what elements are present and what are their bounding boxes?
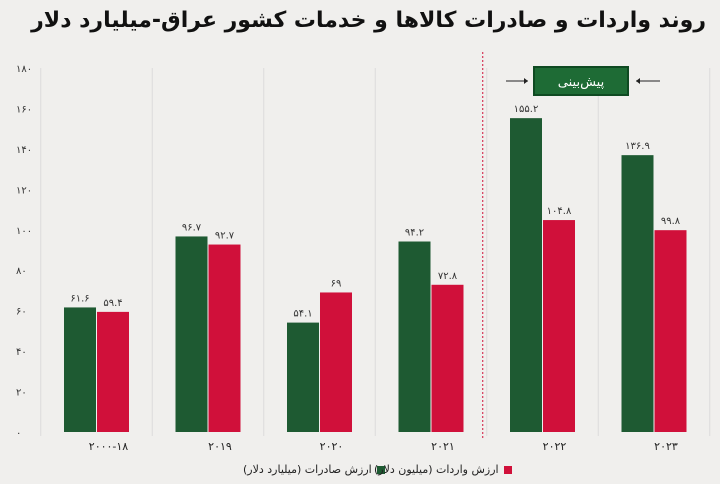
y-tick-label: ۴۰: [16, 347, 27, 358]
arrow-left-icon: [636, 78, 640, 84]
bar-imports: [431, 284, 464, 432]
bar-imports: [654, 230, 687, 432]
data-label: ۹۹.۸: [661, 216, 681, 227]
arrow-right-icon: [524, 78, 528, 84]
x-tick-label: ۲۰۰۰-۱۸: [89, 440, 129, 453]
y-tick-label: ۰: [16, 428, 21, 439]
y-tick-label: ۲۰: [16, 388, 27, 399]
legend-imports: ارزش واردات (میلیون دلار): [374, 463, 512, 476]
legend-imports-swatch: [503, 465, 512, 474]
data-label: ۹۶.۷: [182, 222, 202, 233]
forecast-label: پیش‌بینی: [533, 66, 629, 96]
data-label: ۹۴.۲: [405, 228, 424, 239]
bar-exports: [64, 307, 96, 432]
bar-imports: [320, 292, 352, 432]
y-tick-label: ۸۰: [16, 266, 27, 277]
x-tick-label: ۲۰۲۱: [431, 440, 455, 453]
data-label: ۷۲.۸: [438, 271, 458, 282]
x-tick-label: ۲۰۲۲: [543, 440, 567, 453]
legend-exports-label: ارزش صادرات (میلیارد دلار): [243, 463, 372, 476]
bar-exports: [621, 155, 654, 432]
data-label: ۹۲.۷: [215, 231, 235, 242]
y-tick-label: ۱۴۰: [16, 145, 32, 156]
legend-exports: ارزش صادرات (میلیارد دلار): [243, 463, 385, 476]
x-tick-label: ۲۰۲۳: [654, 440, 678, 453]
data-label: ۵۴.۱: [293, 309, 312, 320]
data-label: ۶۹: [331, 278, 342, 289]
x-tick-label: ۲۰۱۹: [208, 440, 232, 453]
bar-exports: [287, 322, 319, 432]
legend-exports-swatch: [376, 465, 385, 474]
data-label: ۱۰۴.۸: [547, 206, 572, 217]
x-tick-label: ۲۰۲۰: [320, 440, 344, 453]
bar-exports: [175, 236, 208, 432]
data-label: ۶۱.۶: [70, 293, 89, 304]
y-tick-label: ۱۰۰: [16, 226, 32, 237]
bar-imports: [97, 311, 129, 432]
data-label: ۵۹.۴: [103, 298, 122, 309]
chart-title: روند واردات و صادرات کالاها و خدمات کشور…: [31, 8, 706, 33]
y-tick-label: ۱۸۰: [16, 64, 32, 75]
bar-exports: [510, 118, 542, 432]
legend-imports-label: ارزش واردات (میلیون دلار): [374, 463, 499, 476]
bar-imports: [543, 220, 575, 432]
y-tick-label: ۶۰: [16, 307, 27, 318]
bar-exports: [398, 241, 431, 432]
data-label: ۱۵۵.۲: [514, 104, 539, 115]
bar-imports: [208, 244, 241, 432]
y-tick-label: ۱۶۰: [16, 104, 32, 115]
y-tick-label: ۱۲۰: [16, 185, 32, 196]
data-label: ۱۳۶.۹: [625, 141, 650, 152]
